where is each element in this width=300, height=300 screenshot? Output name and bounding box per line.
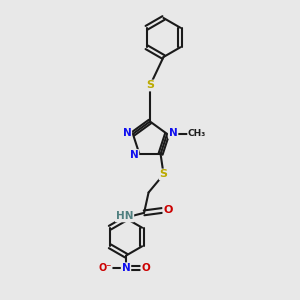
Text: N: N: [130, 150, 138, 160]
Text: S: S: [146, 80, 154, 91]
Text: N: N: [122, 128, 131, 138]
Text: O: O: [164, 206, 173, 215]
Text: N: N: [169, 128, 178, 138]
Text: N: N: [122, 263, 130, 273]
Text: HN: HN: [116, 212, 133, 221]
Text: O: O: [141, 263, 150, 273]
Text: CH₃: CH₃: [188, 129, 206, 138]
Text: O⁻: O⁻: [98, 263, 112, 273]
Text: S: S: [160, 169, 168, 179]
